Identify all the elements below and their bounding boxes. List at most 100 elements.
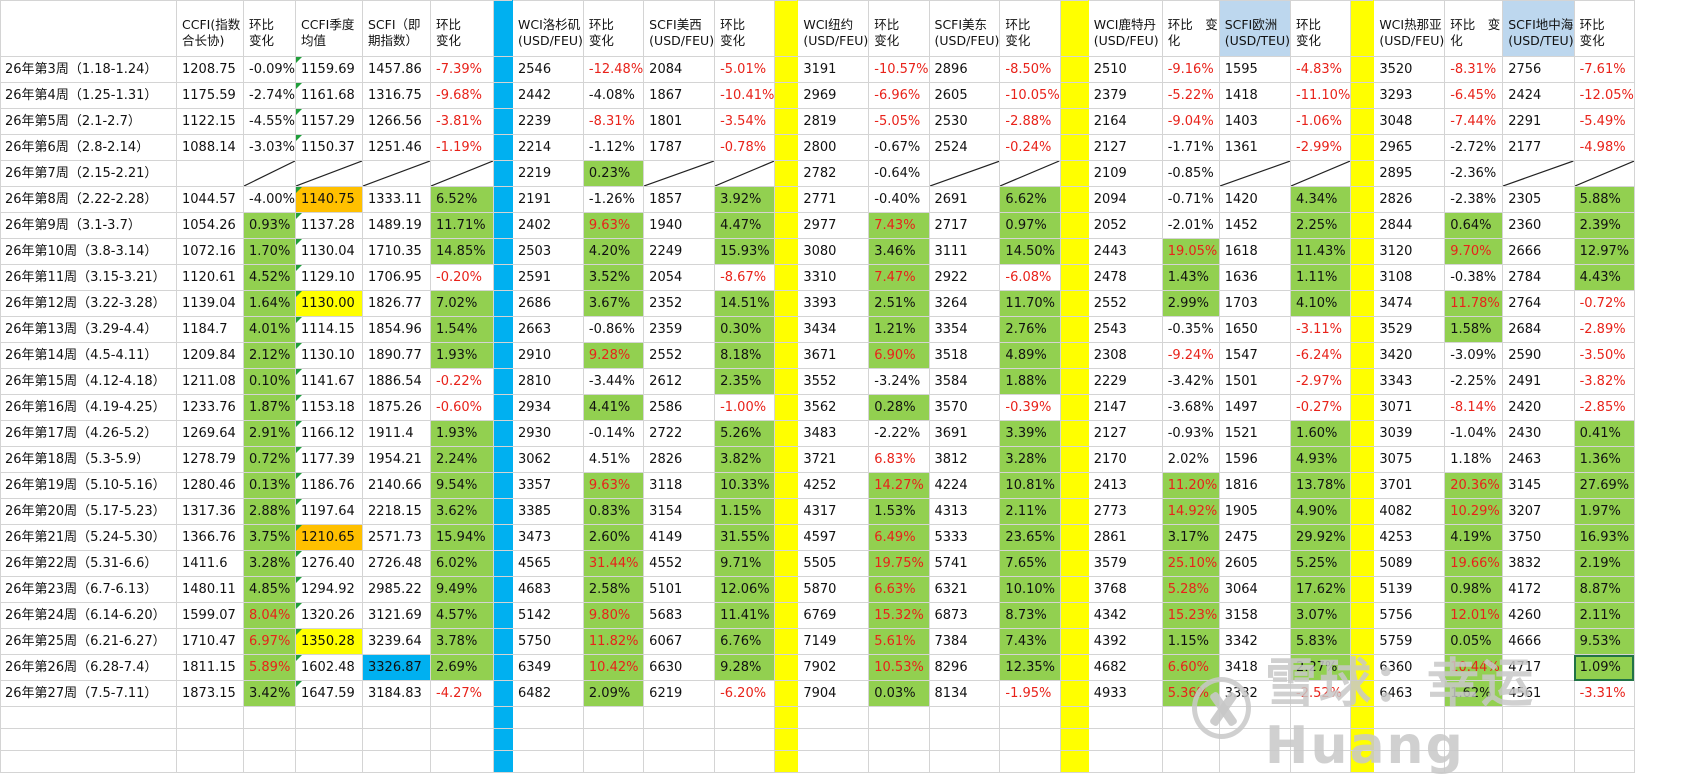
- empty-cell[interactable]: [1218, 728, 1292, 751]
- data-cell[interactable]: 1280.46: [176, 472, 244, 499]
- data-cell[interactable]: 4933: [1087, 680, 1163, 707]
- data-cell[interactable]: 1826.77: [362, 290, 431, 317]
- data-cell[interactable]: 4.41%: [582, 394, 645, 421]
- data-cell[interactable]: 1787: [643, 134, 716, 161]
- data-cell[interactable]: 5870: [797, 576, 870, 603]
- data-cell[interactable]: 1.15%: [1161, 628, 1220, 655]
- data-cell[interactable]: 7.43%: [999, 628, 1061, 655]
- data-cell[interactable]: 2.12%: [243, 342, 296, 369]
- data-cell[interactable]: 3721: [797, 446, 870, 473]
- data-cell[interactable]: 14.50%: [999, 238, 1061, 265]
- empty-cell[interactable]: [714, 728, 776, 751]
- week-label-cell[interactable]: 26年第16周（4.19-4.25）: [0, 394, 177, 421]
- data-cell[interactable]: 2552: [643, 342, 716, 369]
- data-cell[interactable]: -1.12%: [582, 134, 645, 161]
- data-cell[interactable]: 5.83%: [1290, 628, 1352, 655]
- data-cell[interactable]: -10.41%: [714, 82, 776, 109]
- data-cell[interactable]: 9.71%: [714, 550, 776, 577]
- data-cell[interactable]: 5505: [797, 550, 870, 577]
- data-cell[interactable]: -2.97%: [1290, 368, 1352, 395]
- data-cell[interactable]: -3.11%: [1290, 316, 1352, 343]
- data-cell[interactable]: 3145: [1502, 472, 1575, 499]
- header-cell[interactable]: 环比 变化: [1573, 0, 1635, 57]
- data-cell[interactable]: 1130.00: [295, 290, 363, 317]
- data-cell[interactable]: 1905: [1218, 498, 1292, 525]
- header-cell[interactable]: SCFI美西(USD/FEU): [643, 0, 716, 57]
- data-cell[interactable]: 10.81%: [999, 472, 1061, 499]
- data-cell[interactable]: 6.02%: [430, 550, 494, 577]
- data-cell[interactable]: 5.28%: [1161, 576, 1220, 603]
- data-cell[interactable]: 0.98%: [1444, 576, 1504, 603]
- data-cell[interactable]: 6.60%: [1161, 654, 1220, 681]
- data-cell[interactable]: 6.83%: [868, 446, 930, 473]
- data-cell[interactable]: 3064: [1218, 576, 1292, 603]
- data-cell[interactable]: 1.93%: [430, 342, 494, 369]
- data-cell[interactable]: 12.06%: [714, 576, 776, 603]
- data-cell[interactable]: 2478: [1087, 264, 1163, 291]
- data-cell[interactable]: 1153.18: [295, 394, 363, 421]
- empty-cell[interactable]: [1161, 706, 1220, 729]
- data-cell[interactable]: 1886.54: [362, 368, 431, 395]
- empty-cell[interactable]: [643, 750, 716, 773]
- data-cell[interactable]: 9.70%: [1444, 238, 1504, 265]
- data-cell[interactable]: 2239: [512, 108, 584, 135]
- data-cell[interactable]: 7.65%: [999, 550, 1061, 577]
- data-cell[interactable]: -4.00%: [243, 186, 296, 213]
- data-cell[interactable]: -2.74%: [243, 82, 296, 109]
- data-cell[interactable]: -0.27%: [1290, 394, 1352, 421]
- data-cell[interactable]: 7.02%: [430, 290, 494, 317]
- data-cell[interactable]: -7.39%: [430, 56, 494, 83]
- data-cell[interactable]: 15.94%: [430, 524, 494, 551]
- empty-cell[interactable]: [430, 750, 494, 773]
- week-label-cell[interactable]: 26年第12周（3.22-3.28）: [0, 290, 177, 317]
- data-cell[interactable]: -0.86%: [582, 316, 645, 343]
- data-cell[interactable]: -0.67%: [868, 134, 930, 161]
- empty-cell[interactable]: [243, 750, 296, 773]
- data-cell[interactable]: 23.65%: [999, 524, 1061, 551]
- data-cell[interactable]: 6.52%: [430, 186, 494, 213]
- data-cell[interactable]: -8.31%: [582, 108, 645, 135]
- data-cell[interactable]: 3.17%: [1161, 524, 1220, 551]
- data-cell[interactable]: 2.39%: [1573, 212, 1635, 239]
- data-cell[interactable]: 3.62%: [430, 498, 494, 525]
- data-cell[interactable]: 2305: [1502, 186, 1575, 213]
- data-cell[interactable]: -4.27%: [430, 680, 494, 707]
- data-cell[interactable]: 1361: [1218, 134, 1292, 161]
- data-cell[interactable]: [999, 160, 1061, 187]
- data-cell[interactable]: 1647.59: [295, 680, 363, 707]
- data-cell[interactable]: 1150.37: [295, 134, 363, 161]
- data-cell[interactable]: 1210.65: [295, 524, 363, 551]
- data-cell[interactable]: -1.19%: [430, 134, 494, 161]
- empty-cell[interactable]: [1573, 728, 1635, 751]
- data-cell[interactable]: 9.53%: [1573, 628, 1635, 655]
- data-cell[interactable]: 2.19%: [1573, 550, 1635, 577]
- data-cell[interactable]: 3.52%: [582, 264, 645, 291]
- data-cell[interactable]: 4.43%: [1573, 264, 1635, 291]
- data-cell[interactable]: -1.04%: [1444, 420, 1504, 447]
- data-cell[interactable]: 1129.10: [295, 264, 363, 291]
- data-cell[interactable]: 1.60%: [1290, 420, 1352, 447]
- data-cell[interactable]: -5.49%: [1573, 108, 1635, 135]
- data-cell[interactable]: 2.60%: [582, 524, 645, 551]
- data-cell[interactable]: 16.93%: [1573, 524, 1635, 551]
- data-cell[interactable]: 19.75%: [868, 550, 930, 577]
- data-cell[interactable]: 4.34%: [1290, 186, 1352, 213]
- data-cell[interactable]: -2.52%: [1290, 680, 1352, 707]
- data-cell[interactable]: 2360: [1502, 212, 1575, 239]
- data-cell[interactable]: 4597: [797, 524, 870, 551]
- header-cell[interactable]: 环比 变化: [1290, 0, 1352, 57]
- empty-cell[interactable]: [1502, 728, 1575, 751]
- data-cell[interactable]: 2442: [512, 82, 584, 109]
- data-cell[interactable]: 2147: [1087, 394, 1163, 421]
- week-label-cell[interactable]: 26年第17周（4.26-5.2）: [0, 420, 177, 447]
- week-label-cell[interactable]: 26年第8周（2.22-2.28）: [0, 186, 177, 213]
- data-cell[interactable]: 1710.35: [362, 238, 431, 265]
- data-cell[interactable]: 2934: [512, 394, 584, 421]
- empty-cell[interactable]: [868, 728, 930, 751]
- data-cell[interactable]: -0.35%: [1161, 316, 1220, 343]
- data-cell[interactable]: 3812: [928, 446, 1001, 473]
- data-cell[interactable]: 3393: [797, 290, 870, 317]
- data-cell[interactable]: 1875.26: [362, 394, 431, 421]
- data-cell[interactable]: 6360: [1373, 654, 1446, 681]
- data-cell[interactable]: -1.95%: [999, 680, 1061, 707]
